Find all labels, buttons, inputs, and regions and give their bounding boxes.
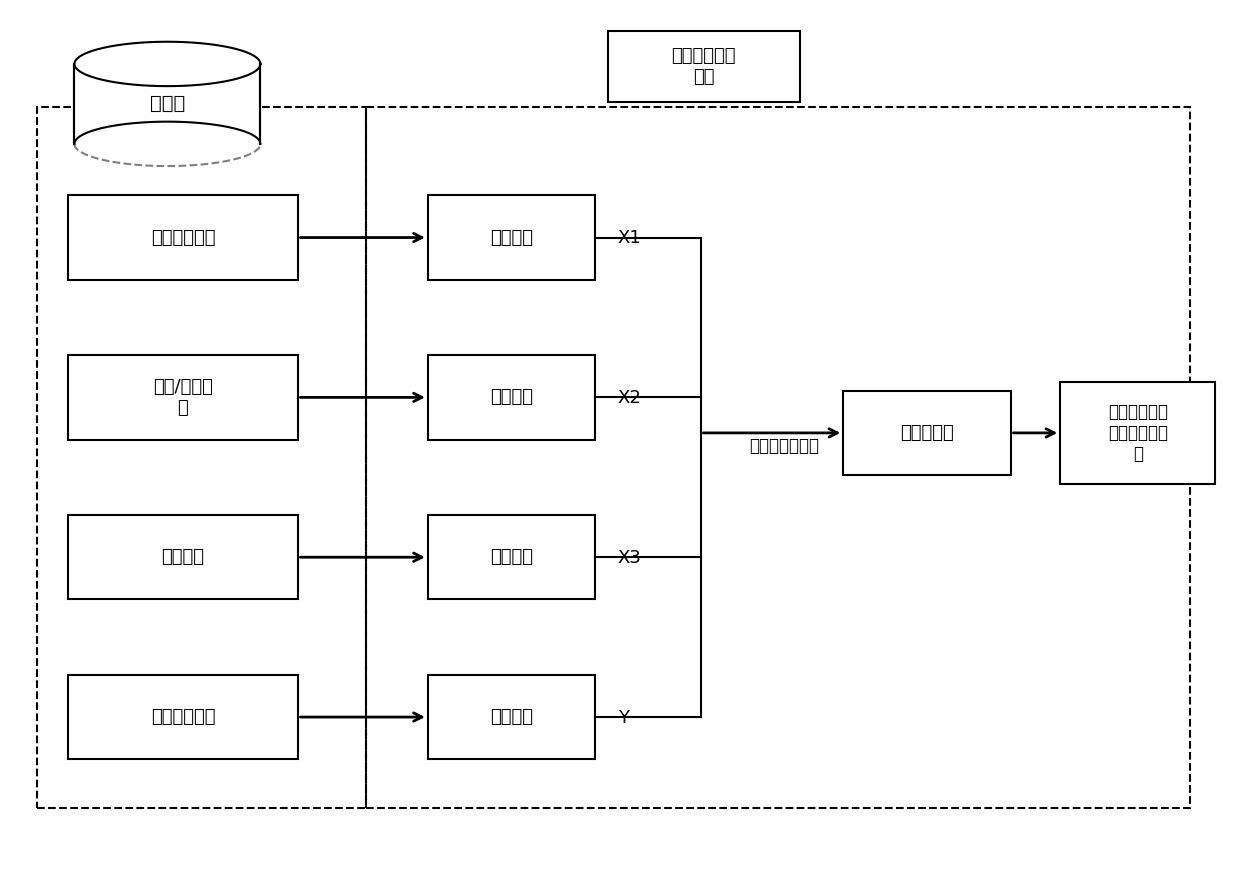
Bar <box>68 355 298 440</box>
Text: 特征提取: 特征提取 <box>490 708 533 726</box>
Bar <box>608 31 800 102</box>
Bar <box>68 515 298 599</box>
Bar <box>428 515 595 599</box>
Text: 多元数据融合
模块: 多元数据融合 模块 <box>671 47 737 86</box>
Text: Y: Y <box>618 709 629 726</box>
Bar <box>428 675 595 759</box>
Bar <box>68 675 298 759</box>
Bar <box>428 195 595 280</box>
Text: 化验分析记录: 化验分析记录 <box>150 708 216 726</box>
Text: 得到乙炔浓度
的反应过程模
型: 得到乙炔浓度 的反应过程模 型 <box>1107 403 1168 463</box>
Text: 特征级融合: 特征级融合 <box>900 424 954 442</box>
Text: 按时间特征匹配: 按时间特征匹配 <box>749 437 818 455</box>
Text: X2: X2 <box>618 389 641 407</box>
Text: X1: X1 <box>618 229 641 247</box>
Text: X3: X3 <box>618 549 641 567</box>
Bar <box>366 107 1190 808</box>
Text: 特征提取: 特征提取 <box>490 228 533 247</box>
Text: 特征提取: 特征提取 <box>490 548 533 567</box>
Text: 图片/视频信
息: 图片/视频信 息 <box>153 378 213 416</box>
Bar <box>68 195 298 280</box>
Polygon shape <box>74 64 260 144</box>
Bar <box>428 355 595 440</box>
Bar <box>843 391 1011 475</box>
Bar <box>1060 382 1215 484</box>
Text: 特征提取: 特征提取 <box>490 388 533 407</box>
Text: 数据库: 数据库 <box>150 94 185 114</box>
Text: 实时测量信息: 实时测量信息 <box>150 228 216 247</box>
Bar <box>37 107 366 808</box>
Bar <box>74 64 260 144</box>
Text: 文字信息: 文字信息 <box>161 548 205 567</box>
